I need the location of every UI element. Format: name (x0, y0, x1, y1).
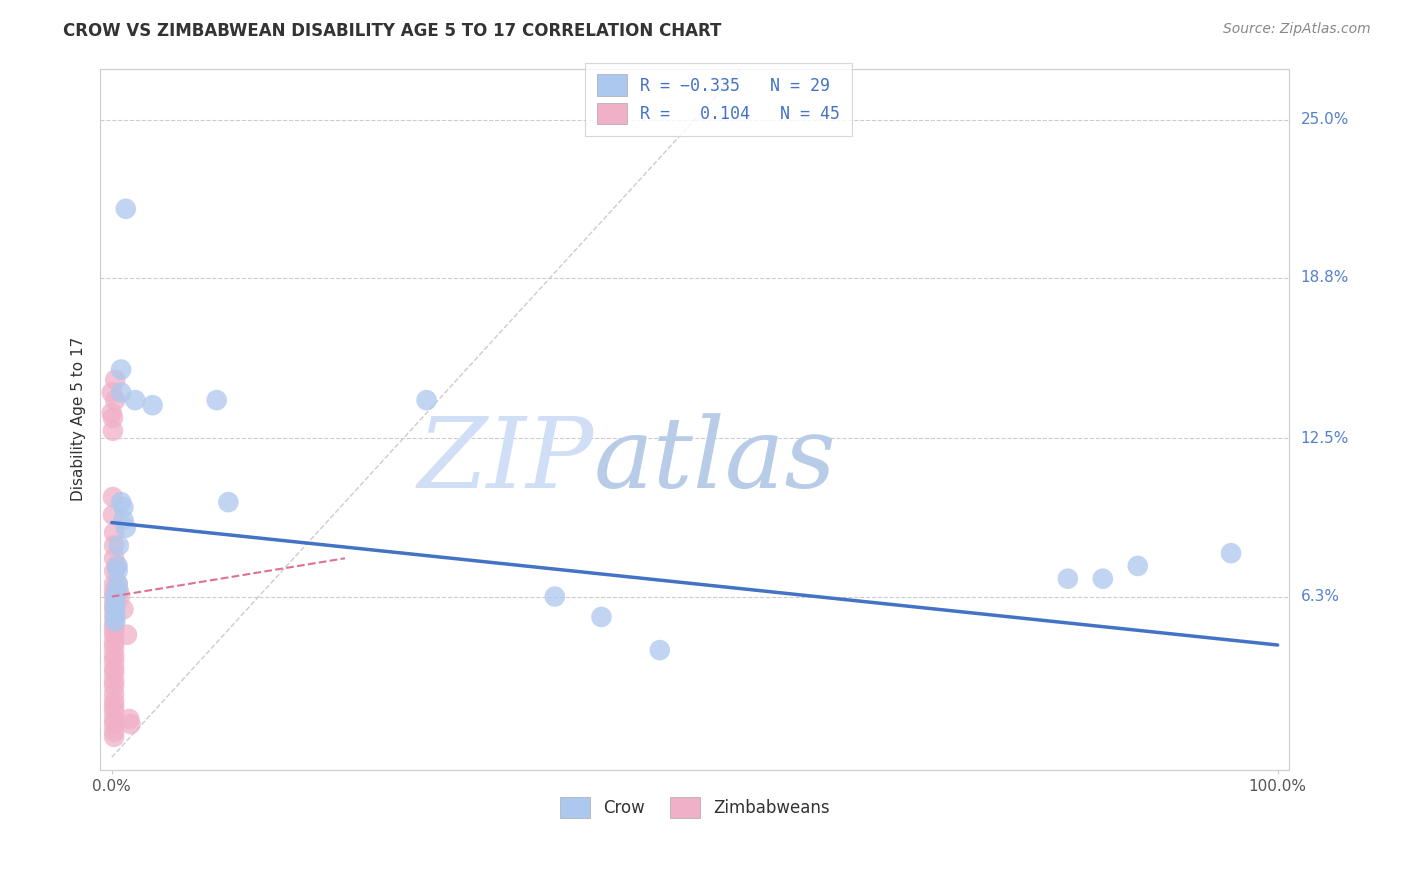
Zimbabweans (103, 539, 125, 553)
Text: Source: ZipAtlas.com: Source: ZipAtlas.com (1223, 22, 1371, 37)
Zimbabweans (103, 525, 125, 540)
Legend: Crow, Zimbabweans: Crow, Zimbabweans (553, 790, 837, 825)
Zimbabweans (103, 653, 125, 667)
Text: 12.5%: 12.5% (1301, 431, 1348, 446)
Crow (1091, 572, 1114, 586)
Zimbabweans (103, 640, 125, 655)
Crow (1220, 546, 1243, 560)
Zimbabweans (103, 590, 125, 604)
Zimbabweans (115, 628, 138, 642)
Crow (544, 590, 567, 604)
Text: 6.3%: 6.3% (1301, 589, 1340, 604)
Zimbabweans (103, 584, 125, 599)
Crow (107, 584, 129, 599)
Crow (1056, 572, 1078, 586)
Zimbabweans (103, 666, 125, 681)
Zimbabweans (101, 508, 124, 522)
Zimbabweans (103, 602, 125, 616)
Zimbabweans (103, 597, 125, 611)
Crow (107, 539, 129, 553)
Zimbabweans (103, 564, 125, 578)
Crow (217, 495, 239, 509)
Zimbabweans (101, 406, 124, 420)
Text: 25.0%: 25.0% (1301, 112, 1348, 127)
Zimbabweans (103, 679, 125, 693)
Zimbabweans (108, 590, 131, 604)
Crow (104, 590, 127, 604)
Crow (114, 521, 136, 535)
Zimbabweans (103, 730, 125, 744)
Zimbabweans (103, 610, 125, 624)
Crow (114, 202, 136, 216)
Crow (205, 393, 228, 408)
Crow (415, 393, 437, 408)
Crow (110, 385, 132, 400)
Zimbabweans (105, 558, 128, 573)
Zimbabweans (103, 673, 125, 688)
Crow (107, 558, 129, 573)
Zimbabweans (103, 635, 125, 649)
Zimbabweans (103, 623, 125, 637)
Zimbabweans (118, 712, 141, 726)
Crow (1126, 558, 1149, 573)
Crow (107, 564, 129, 578)
Text: CROW VS ZIMBABWEAN DISABILITY AGE 5 TO 17 CORRELATION CHART: CROW VS ZIMBABWEAN DISABILITY AGE 5 TO 1… (63, 22, 721, 40)
Crow (107, 576, 129, 591)
Zimbabweans (107, 584, 129, 599)
Zimbabweans (103, 712, 125, 726)
Zimbabweans (103, 648, 125, 663)
Crow (648, 643, 671, 657)
Crow (110, 362, 132, 376)
Zimbabweans (103, 717, 125, 731)
Zimbabweans (107, 576, 129, 591)
Zimbabweans (101, 411, 124, 425)
Zimbabweans (104, 393, 127, 408)
Y-axis label: Disability Age 5 to 17: Disability Age 5 to 17 (72, 337, 86, 501)
Zimbabweans (101, 490, 124, 504)
Zimbabweans (103, 551, 125, 566)
Crow (104, 610, 127, 624)
Zimbabweans (103, 704, 125, 718)
Zimbabweans (103, 576, 125, 591)
Zimbabweans (103, 661, 125, 675)
Zimbabweans (103, 724, 125, 739)
Zimbabweans (103, 617, 125, 632)
Crow (110, 495, 132, 509)
Crow (112, 513, 135, 527)
Text: 18.8%: 18.8% (1301, 270, 1348, 285)
Zimbabweans (104, 373, 127, 387)
Crow (104, 597, 127, 611)
Zimbabweans (101, 424, 124, 438)
Zimbabweans (103, 694, 125, 708)
Crow (104, 615, 127, 629)
Crow (142, 398, 165, 412)
Crow (104, 602, 127, 616)
Crow (124, 393, 146, 408)
Crow (591, 610, 613, 624)
Zimbabweans (112, 602, 135, 616)
Text: ZIP: ZIP (418, 414, 593, 509)
Zimbabweans (101, 385, 124, 400)
Zimbabweans (103, 686, 125, 700)
Zimbabweans (103, 628, 125, 642)
Zimbabweans (120, 717, 142, 731)
Crow (112, 500, 135, 515)
Zimbabweans (103, 699, 125, 714)
Text: atlas: atlas (593, 414, 837, 509)
